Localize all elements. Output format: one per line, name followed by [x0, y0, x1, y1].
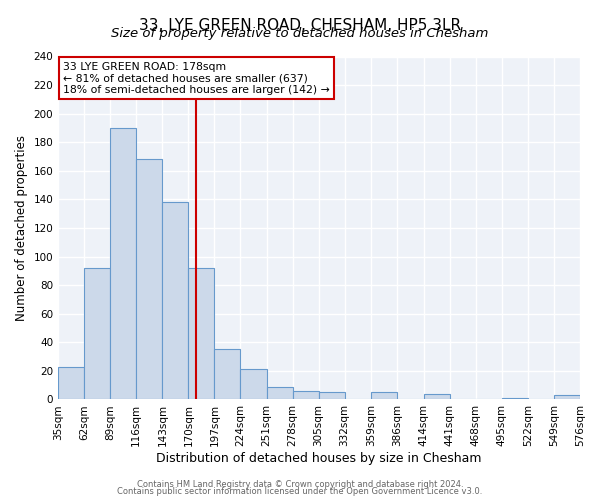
Text: Size of property relative to detached houses in Chesham: Size of property relative to detached ho… — [112, 28, 488, 40]
Bar — [84, 268, 110, 400]
Bar — [502, 398, 528, 400]
Bar — [371, 392, 397, 400]
Bar — [266, 386, 293, 400]
Bar — [293, 391, 319, 400]
Y-axis label: Number of detached properties: Number of detached properties — [15, 135, 28, 321]
Bar — [188, 268, 214, 400]
Bar — [554, 395, 580, 400]
Bar — [136, 160, 163, 400]
Bar — [58, 366, 84, 400]
Text: 33 LYE GREEN ROAD: 178sqm
← 81% of detached houses are smaller (637)
18% of semi: 33 LYE GREEN ROAD: 178sqm ← 81% of detac… — [64, 62, 330, 95]
Bar — [424, 394, 450, 400]
Bar — [214, 350, 241, 400]
Text: 33, LYE GREEN ROAD, CHESHAM, HP5 3LR: 33, LYE GREEN ROAD, CHESHAM, HP5 3LR — [139, 18, 461, 32]
Bar — [163, 202, 188, 400]
Bar — [319, 392, 344, 400]
Text: Contains public sector information licensed under the Open Government Licence v3: Contains public sector information licen… — [118, 487, 482, 496]
X-axis label: Distribution of detached houses by size in Chesham: Distribution of detached houses by size … — [157, 452, 482, 465]
Text: Contains HM Land Registry data © Crown copyright and database right 2024.: Contains HM Land Registry data © Crown c… — [137, 480, 463, 489]
Bar — [241, 370, 266, 400]
Bar — [110, 128, 136, 400]
